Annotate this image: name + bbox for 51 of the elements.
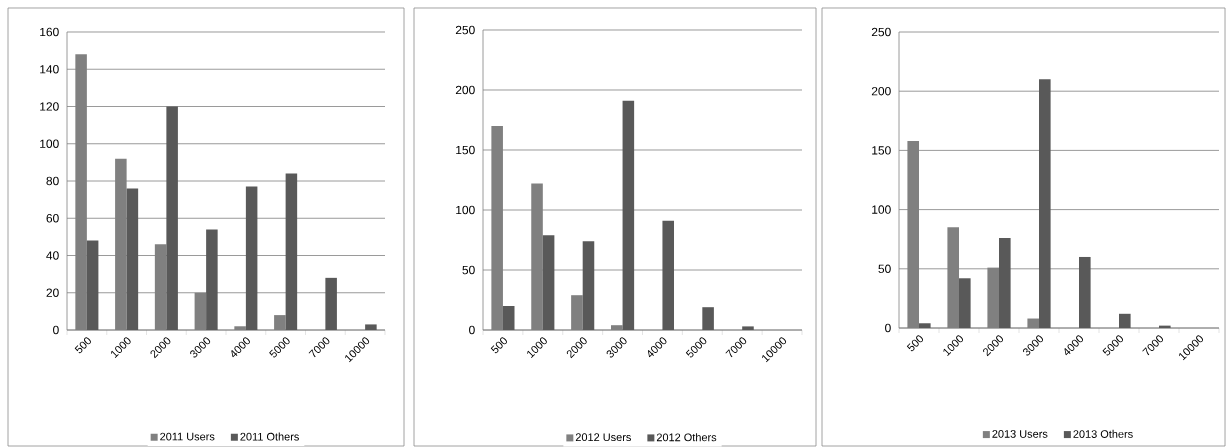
y-tick-label: 50 <box>878 264 891 274</box>
bar <box>542 235 555 330</box>
y-tick-label: 40 <box>46 251 59 260</box>
y-tick-label: 160 <box>40 27 59 37</box>
x-tick-label: 500 <box>906 335 924 352</box>
bar <box>502 306 515 330</box>
y-tick-label: 200 <box>871 86 891 96</box>
y-tick-label: 100 <box>872 205 891 214</box>
bar <box>582 241 595 330</box>
bar <box>126 188 139 330</box>
y-tick-label: 120 <box>40 102 59 111</box>
bar <box>1039 79 1051 328</box>
y-tick-label: 80 <box>46 176 59 186</box>
bar <box>245 186 258 330</box>
y-tick-label: 250 <box>455 25 475 35</box>
bar <box>206 229 218 330</box>
legend-label: 2012 Others <box>656 433 717 442</box>
bar <box>959 278 971 328</box>
y-tick-label: 20 <box>46 288 59 297</box>
bar <box>919 323 931 328</box>
y-tick-label: 150 <box>456 145 475 155</box>
bar <box>702 307 714 330</box>
bar <box>166 106 178 330</box>
y-tick-label: 60 <box>46 214 59 223</box>
legend-label: 2013 Users <box>992 430 1048 438</box>
bar <box>999 238 1011 328</box>
y-tick-label: 140 <box>40 65 59 74</box>
bar <box>622 100 635 330</box>
y-tick-label: 0 <box>53 325 59 335</box>
bar <box>365 324 377 330</box>
legend-label: 2011 Others <box>240 432 299 441</box>
bar <box>742 326 754 330</box>
y-tick-label: 200 <box>455 85 475 95</box>
legend-label: 2013 Others <box>1073 429 1133 438</box>
y-tick-label: 100 <box>40 139 59 148</box>
y-tick-label: 150 <box>872 146 891 155</box>
y-tick-label: 0 <box>885 323 891 333</box>
bar <box>285 173 298 330</box>
bar <box>1079 256 1091 328</box>
x-tick-label: 500 <box>74 337 91 354</box>
y-tick-label: 0 <box>469 325 475 335</box>
y-tick-label: 50 <box>462 265 475 275</box>
bar <box>662 220 675 330</box>
y-tick-label: 250 <box>871 27 891 37</box>
y-tick-label: 100 <box>456 205 475 215</box>
legend-label: 2012 Users <box>575 433 631 442</box>
legend-label: 2011 Users <box>160 432 215 441</box>
bar <box>1119 313 1131 328</box>
bar <box>325 277 337 330</box>
bar <box>86 240 99 330</box>
x-tick-label: 500 <box>490 337 507 354</box>
